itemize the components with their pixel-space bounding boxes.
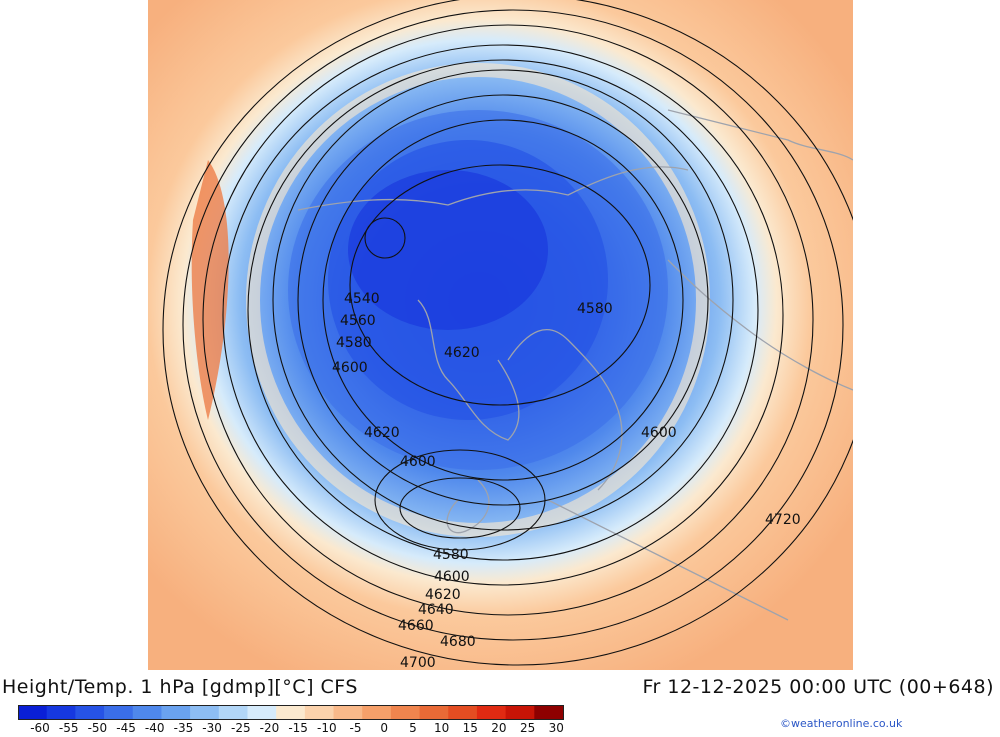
colorbar-tick-label: -10 xyxy=(317,721,337,733)
colorbar-swatch xyxy=(75,705,105,719)
contour-label: 4700 xyxy=(400,655,436,670)
colorbar-swatch xyxy=(190,705,220,719)
contour-label: 4660 xyxy=(398,618,434,634)
colorbar-tick-label: 5 xyxy=(409,721,417,733)
map-svg: 4540 4560 4580 4600 4620 4600 4620 4580 … xyxy=(148,0,853,670)
contour-label: 4600 xyxy=(641,425,677,441)
contour-label: 4580 xyxy=(336,335,372,351)
contour-label: 4600 xyxy=(332,360,368,376)
colorbar-swatch xyxy=(46,705,76,719)
contour-label: 4640 xyxy=(418,602,454,618)
colorbar-swatch xyxy=(218,705,248,719)
colorbar-swatch xyxy=(304,705,335,719)
contour-label: 4540 xyxy=(344,291,380,307)
credit-link[interactable]: ©weatheronline.co.uk xyxy=(780,717,903,730)
colorbar: -60 -55 -50 -45 -40 -35 -30 -25 -20 -15 -10 -5 0 5 10 1… xyxy=(18,705,578,737)
contour-label: 4620 xyxy=(444,345,480,361)
contour-label: 4620 xyxy=(364,425,400,441)
colorbar-tick-label: -55 xyxy=(59,721,79,733)
colorbar-swatch xyxy=(505,705,535,719)
colorbar-tick-label: -5 xyxy=(350,721,362,733)
contour-label: 4600 xyxy=(400,454,436,470)
colorbar-tick-label: 15 xyxy=(463,721,478,733)
colorbar-swatch xyxy=(247,705,277,719)
chart-title: Height/Temp. 1 hPa [gdmp][°C] CFS xyxy=(2,676,358,698)
contour-label: 4680 xyxy=(440,634,476,650)
colorbar-tick-label: -20 xyxy=(260,721,280,733)
contour-label: 4580 xyxy=(577,301,613,317)
colorbar-tick-label: 10 xyxy=(434,721,449,733)
contour-low-4520 xyxy=(364,217,406,259)
colorbar-tick-label: -25 xyxy=(231,721,251,733)
colorbar-swatch xyxy=(448,705,478,719)
colorbar-tick-label: 25 xyxy=(520,721,535,733)
colorbar-swatch xyxy=(362,705,392,719)
colorbar-tick-label: -15 xyxy=(288,721,308,733)
colorbar-swatch xyxy=(534,705,564,719)
colorbar-tick-label: 0 xyxy=(380,721,388,733)
colorbar-swatch xyxy=(476,705,507,719)
colorbar-tick-label: 30 xyxy=(549,721,564,733)
colorbar-swatch xyxy=(161,705,191,719)
contour-label: 4600 xyxy=(434,569,470,585)
map-panel: 4540 4560 4580 4600 4620 4600 4620 4580 … xyxy=(148,0,853,670)
colorbar-tick-label: 20 xyxy=(491,721,506,733)
vortex-inner xyxy=(348,170,548,330)
valid-time: Fr 12-12-2025 00:00 UTC (00+648) xyxy=(642,676,994,698)
contour-labels: 4540 4560 4580 4600 4620 4600 4620 4580 … xyxy=(332,291,801,670)
colorbar-svg: -60 -55 -50 -45 -40 -35 -30 -25 -20 -15 -10 -5 0 5 10 1… xyxy=(18,705,564,735)
contour-label: 4580 xyxy=(433,547,469,563)
colorbar-swatch xyxy=(132,705,162,719)
contour-label: 4560 xyxy=(340,313,376,329)
colorbar-tick-label: -40 xyxy=(145,721,165,733)
colorbar-swatch xyxy=(18,705,48,719)
pale-ring xyxy=(246,63,710,537)
height-contours xyxy=(162,0,853,666)
colorbar-tick-label: -35 xyxy=(174,721,194,733)
contour-label: 4620 xyxy=(425,587,461,603)
colorbar-swatch xyxy=(419,705,449,719)
colorbar-swatch xyxy=(333,705,363,719)
contour-label: 4720 xyxy=(765,512,801,528)
colorbar-swatch xyxy=(276,705,306,719)
colorbar-swatch xyxy=(104,705,134,719)
colorbar-border xyxy=(18,705,564,720)
colorbar-tick-label: -50 xyxy=(88,721,108,733)
colorbar-tick-label: -60 xyxy=(30,721,50,733)
colorbar-tick-label: -30 xyxy=(202,721,222,733)
colorbar-tick-label: -45 xyxy=(116,721,136,733)
coastlines xyxy=(297,109,853,621)
colorbar-swatch xyxy=(390,705,421,719)
